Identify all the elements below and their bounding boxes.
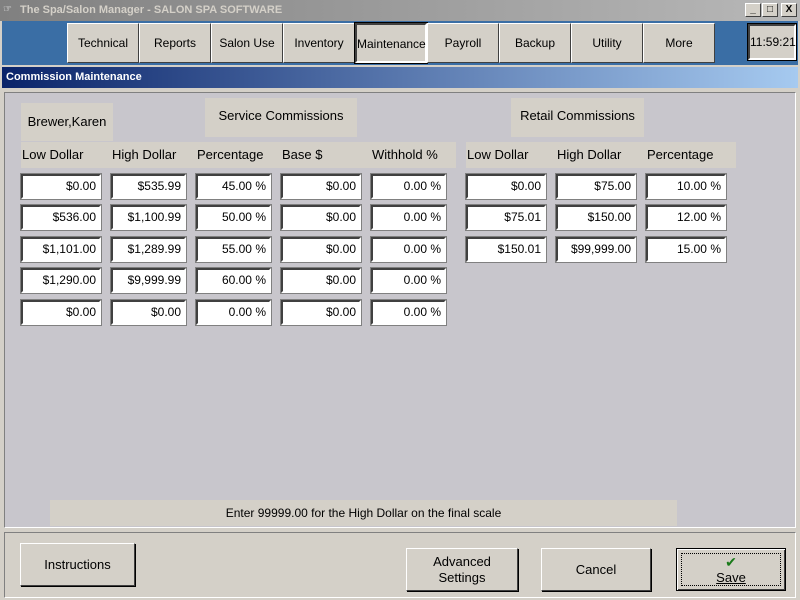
retail-percentage-field[interactable]: 12.00 %	[645, 204, 727, 231]
service-column-header: Low Dollar	[21, 142, 111, 168]
service-base-field[interactable]: $0.00	[280, 173, 362, 200]
service-high-dollar-field[interactable]: $1,100.99	[110, 204, 187, 231]
advanced-settings-button[interactable]: Advanced Settings	[406, 548, 518, 591]
service-high-dollar-field[interactable]: $0.00	[110, 299, 187, 326]
retail-low-dollar-field[interactable]: $0.00	[465, 173, 547, 200]
advanced-label-2: Settings	[438, 569, 486, 585]
service-column-header: Percentage	[196, 142, 281, 168]
service-low-dollar-field[interactable]: $0.00	[20, 299, 102, 326]
clock: 11:59:21	[747, 23, 797, 61]
service-column-header: Withhold %	[371, 142, 456, 168]
retail-column-header: Percentage	[646, 142, 736, 168]
service-high-dollar-field[interactable]: $9,999.99	[110, 267, 187, 294]
retail-high-dollar-field[interactable]: $75.00	[555, 173, 637, 200]
nav-reports-button[interactable]: Reports	[139, 23, 211, 63]
retail-percentage-field[interactable]: 10.00 %	[645, 173, 727, 200]
service-base-field[interactable]: $0.00	[280, 299, 362, 326]
service-low-dollar-field[interactable]: $0.00	[20, 173, 102, 200]
retail-column-header: High Dollar	[556, 142, 646, 168]
nav-maintenance-button[interactable]: Maintenance	[354, 22, 428, 64]
service-base-field[interactable]: $0.00	[280, 267, 362, 294]
retail-low-dollar-field[interactable]: $75.01	[465, 204, 547, 231]
retail-commissions-title: Retail Commissions	[511, 98, 644, 137]
retail-high-dollar-field[interactable]: $99,999.00	[555, 236, 637, 263]
focus-rect	[681, 553, 781, 586]
save-button[interactable]: ✔ Save	[676, 548, 786, 591]
service-column-header: Base $	[281, 142, 371, 168]
retail-high-dollar-field[interactable]: $150.00	[555, 204, 637, 231]
nav-technical-button[interactable]: Technical	[67, 23, 139, 63]
title-bar: The Spa/Salon Manager - SALON SPA SOFTWA…	[0, 0, 800, 21]
service-low-dollar-field[interactable]: $1,290.00	[20, 267, 102, 294]
service-withhold-field[interactable]: 0.00 %	[370, 173, 447, 200]
app-icon: ☞	[3, 4, 12, 15]
service-high-dollar-field[interactable]: $535.99	[110, 173, 187, 200]
cancel-button[interactable]: Cancel	[541, 548, 651, 591]
retail-column-header: Low Dollar	[466, 142, 556, 168]
nav-salon-use-button[interactable]: Salon Use	[211, 23, 283, 63]
service-low-dollar-field[interactable]: $536.00	[20, 204, 102, 231]
service-withhold-field[interactable]: 0.00 %	[370, 204, 447, 231]
retail-percentage-field[interactable]: 15.00 %	[645, 236, 727, 263]
service-high-dollar-field[interactable]: $1,289.99	[110, 236, 187, 263]
instruction-note: Enter 99999.00 for the High Dollar on th…	[50, 500, 677, 526]
service-low-dollar-field[interactable]: $1,101.00	[20, 236, 102, 263]
minimize-button[interactable]: _	[745, 3, 761, 17]
close-button[interactable]: X	[781, 3, 797, 17]
button-bar	[4, 532, 796, 598]
checkmark-icon: ✔	[725, 553, 737, 570]
instructions-button[interactable]: Instructions	[20, 543, 135, 586]
service-withhold-field[interactable]: 0.00 %	[370, 299, 447, 326]
advanced-label-1: Advanced	[433, 553, 491, 569]
instructions-label: Instructions	[44, 557, 111, 572]
nav-toolbar: Technical Reports Salon Use Inventory Mainte…	[2, 21, 798, 65]
nav-utility-button[interactable]: Utility	[571, 23, 643, 63]
service-withhold-field[interactable]: 0.00 %	[370, 236, 447, 263]
service-withhold-field[interactable]: 0.00 %	[370, 267, 447, 294]
service-percentage-field[interactable]: 60.00 %	[195, 267, 272, 294]
service-percentage-field[interactable]: 45.00 %	[195, 173, 272, 200]
service-percentage-field[interactable]: 55.00 %	[195, 236, 272, 263]
section-header: Commission Maintenance	[2, 67, 798, 88]
service-column-header: High Dollar	[111, 142, 196, 168]
cancel-label: Cancel	[575, 562, 617, 577]
service-base-field[interactable]: $0.00	[280, 236, 362, 263]
nav-payroll-button[interactable]: Payroll	[427, 23, 499, 63]
nav-inventory-button[interactable]: Inventory	[283, 23, 355, 63]
employee-name: Brewer,Karen	[21, 103, 113, 141]
nav-backup-button[interactable]: Backup	[499, 23, 571, 63]
maximize-button[interactable]: □	[762, 3, 778, 17]
service-base-field[interactable]: $0.00	[280, 204, 362, 231]
retail-low-dollar-field[interactable]: $150.01	[465, 236, 547, 263]
nav-more-button[interactable]: More	[643, 23, 715, 63]
window-title: The Spa/Salon Manager - SALON SPA SOFTWA…	[20, 4, 283, 16]
service-percentage-field[interactable]: 0.00 %	[195, 299, 272, 326]
save-label: Save	[716, 569, 746, 585]
service-commissions-title: Service Commissions	[205, 98, 357, 137]
service-percentage-field[interactable]: 50.00 %	[195, 204, 272, 231]
